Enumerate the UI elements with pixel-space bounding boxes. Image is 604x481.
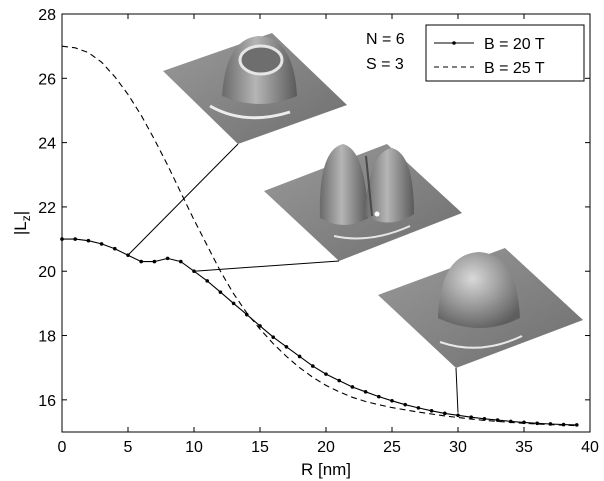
series-point-0 [271,335,276,339]
leader-line-double-ridge [193,260,340,272]
series-point-0 [403,402,408,407]
legend: B = 20 T B = 25 T [425,24,585,82]
series-point-0 [258,324,262,328]
y-ticks: 16 18 20 22 24 26 28 [38,7,590,410]
series-point-0 [350,385,355,389]
y-tick-label: 20 [38,264,56,281]
series-point-0 [548,422,553,426]
insets [163,33,583,368]
y-tick-label: 28 [38,7,56,24]
inset-ridge-surface [264,144,462,261]
x-tick-label: 10 [185,439,203,456]
leader-line-ring [127,143,239,256]
series-point-0 [575,423,579,427]
series-point-0 [205,279,209,283]
series-point-0 [152,259,157,264]
y-tick-label: 18 [38,329,56,346]
legend-label-b20: B = 20 T [484,36,545,53]
series-layer [60,45,579,427]
y-tick-label: 26 [38,71,56,88]
inset-dome-body [438,252,520,328]
series-point-0 [73,237,77,241]
inset-ridge-spot [374,211,380,217]
series-point-0 [284,344,289,349]
x-tick-label: 5 [124,439,133,456]
leader-line-dome [455,367,459,413]
parameter-labels: N = 6 S = 3 [366,31,405,73]
inset-ridge-body-left [319,144,368,225]
x-tick-label: 20 [317,439,335,456]
series-point-0 [60,237,64,241]
series-point-0 [377,394,381,399]
series-point-0 [443,411,447,416]
series-point-0 [86,238,91,243]
series-point-0 [363,390,368,394]
inset-ring-hole [238,44,284,76]
series-point-0 [297,354,302,359]
param-n: N = 6 [366,31,405,48]
series-line-0 [62,238,577,426]
series-point-0 [113,246,117,251]
series-point-0 [218,290,223,294]
inset-ridge-body-right [365,148,414,223]
x-tick-label: 0 [58,439,67,456]
series-line-1 [61,45,577,427]
x-tick-label: 25 [383,439,401,456]
legend-marker-b20 [452,41,456,45]
series-point-0 [390,399,394,403]
axes: 0 5 10 15 20 25 30 35 40 16 18 20 22 24 26 28 R [nm] |… [11,7,599,479]
series-point-0 [429,408,434,413]
x-tick-label: 35 [515,439,533,456]
series-point-0 [469,415,474,420]
series-point-0 [139,259,143,264]
series-point-0 [495,418,500,422]
legend-label-b25: B = 25 T [484,60,545,77]
y-axis-label: |Lz| [11,211,33,235]
inset-ridge-groove [365,155,373,217]
x-tick-label: 30 [449,439,467,456]
inset-ridge-highlight [333,225,411,240]
inset-dome-surface [378,248,583,368]
x-ticks: 0 5 10 15 20 25 30 35 40 [58,14,599,456]
y-tick-label: 22 [38,200,56,217]
y-tick-label: 16 [38,393,56,410]
inset-dome-highlight [439,335,523,349]
series-point-0 [416,406,421,410]
series-point-0 [99,242,104,246]
legend-box [425,24,585,82]
series-point-0 [337,378,342,383]
series-point-0 [324,372,328,376]
series-point-0 [165,256,170,261]
y-tick-label: 24 [38,136,56,153]
x-tick-label: 15 [251,439,269,456]
inset-ring-surface [163,33,347,144]
x-tick-label: 40 [581,439,599,456]
param-s: S = 3 [366,56,404,73]
series-point-0 [535,421,539,426]
series-point-0 [231,301,236,306]
series-point-0 [179,259,183,264]
inset-ring-highlight [209,104,291,120]
series-point-0 [482,417,487,421]
x-axis-label: R [nm] [301,460,351,479]
series-point-0 [456,413,460,418]
series-point-0 [311,364,315,368]
inset-leader-lines [127,143,459,413]
